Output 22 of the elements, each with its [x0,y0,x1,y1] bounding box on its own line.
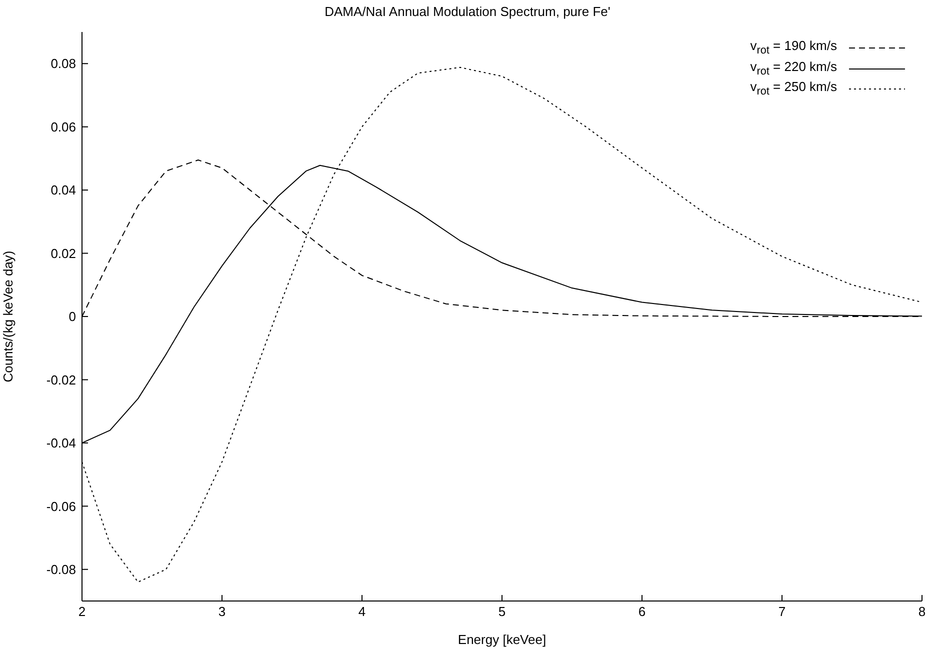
y-tick-label: 0.02 [50,246,76,261]
y-tick-label: 0.08 [50,56,76,72]
x-tick-label: 5 [498,604,506,620]
legend-label: v$_{rot}$ = 220 km/s [750,58,837,80]
y-tick-label: -0.08 [46,562,76,578]
x-tick-label: 6 [638,604,646,620]
x-tick-label: 3 [218,604,226,620]
chart-title: DAMA/NaI Annual Modulation Spectrum, pure Fe' [324,4,612,19]
x-axis-title: Energy [keVee] [458,632,546,647]
y-tick-label: 0.04 [50,182,76,198]
y-tick-label: -0.06 [46,498,76,514]
x-tick-label: 8 [918,604,926,620]
x-tick-label: 2 [78,604,86,620]
legend-label: v$_{rot}$ = 190 km/s [750,38,837,59]
x-tick-label: 4 [358,604,366,620]
y-tick-label: -0.04 [46,436,76,451]
y-tick-label: 0 [68,309,76,324]
legend-label: v$_{rot}$ = 250 km/s [750,79,837,100]
y-tick-label: 0.06 [50,119,76,134]
x-tick-label: 7 [778,604,786,620]
y-tick-label: -0.02 [46,372,76,388]
y-axis-title: Counts/(kg keVee day) [0,250,16,382]
